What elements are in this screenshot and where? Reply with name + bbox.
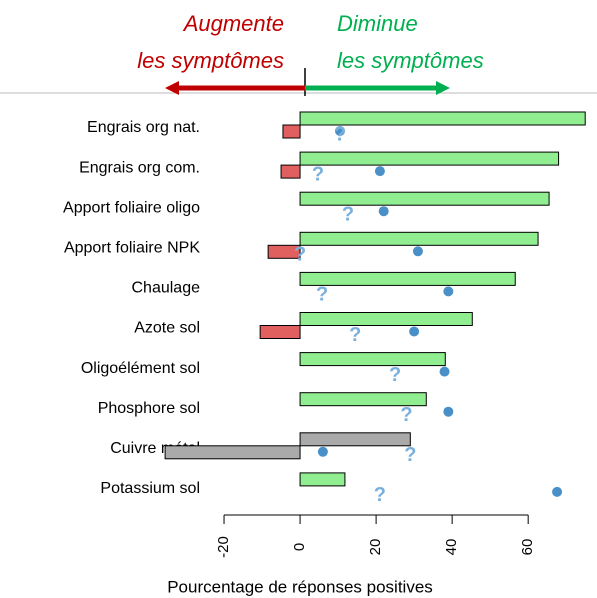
- bar: [267, 244, 301, 259]
- question-mark: ?: [316, 284, 328, 306]
- category-label: Chaulage: [132, 280, 201, 297]
- question-mark: ?: [334, 123, 346, 145]
- question-mark: ?: [342, 203, 354, 225]
- bar: [299, 392, 427, 407]
- bar: [299, 151, 560, 166]
- x-tick-label: -20: [215, 536, 232, 558]
- annotation: Diminue: [337, 11, 418, 36]
- question-mark: ?: [312, 163, 324, 185]
- question-mark: ?: [294, 244, 306, 266]
- bar: [299, 472, 346, 487]
- bar: [299, 191, 550, 206]
- category-label: Potassium sol: [100, 480, 200, 497]
- bar: [299, 432, 411, 447]
- dot: [443, 286, 454, 297]
- category-label: Apport foliaire NPK: [64, 240, 200, 257]
- question-mark: ?: [349, 324, 361, 346]
- dot: [412, 246, 423, 257]
- category-label: Phosphore sol: [98, 400, 200, 417]
- annotation: Augmente: [182, 11, 284, 36]
- question-mark: ?: [400, 404, 412, 426]
- arrow-head: [165, 81, 179, 95]
- question-mark: ?: [389, 364, 401, 386]
- x-tick-label: 60: [519, 539, 536, 556]
- dot: [317, 446, 328, 457]
- annotation: les symptômes: [337, 48, 484, 73]
- bar: [259, 325, 301, 339]
- arrow-head: [436, 81, 450, 95]
- bar: [164, 445, 301, 460]
- bar: [282, 124, 301, 139]
- category-label: Oligoélément sol: [81, 360, 200, 377]
- bar: [299, 111, 586, 126]
- category-label: Apport foliaire oligo: [63, 199, 200, 216]
- bar: [299, 271, 516, 286]
- dot: [439, 366, 450, 377]
- dot: [378, 206, 389, 217]
- x-tick-label: 20: [367, 539, 384, 556]
- annotation: les symptômes: [137, 48, 284, 73]
- bar: [280, 164, 301, 179]
- dot: [443, 406, 454, 417]
- category-label: Engrais org nat.: [87, 119, 200, 136]
- bar: [299, 352, 446, 367]
- dot: [552, 486, 563, 497]
- dot: [334, 126, 345, 136]
- x-tick-label: 0: [291, 543, 308, 551]
- x-axis-label: Pourcentage de réponses positives: [167, 577, 433, 596]
- category-label: Engrais org com.: [79, 159, 200, 176]
- bar: [299, 312, 473, 326]
- question-mark: ?: [374, 484, 386, 506]
- dot: [409, 326, 420, 337]
- question-mark: ?: [404, 444, 416, 466]
- bar: [299, 231, 539, 246]
- category-label: Azote sol: [134, 320, 200, 337]
- dot: [374, 166, 385, 177]
- x-tick-label: 40: [443, 539, 460, 556]
